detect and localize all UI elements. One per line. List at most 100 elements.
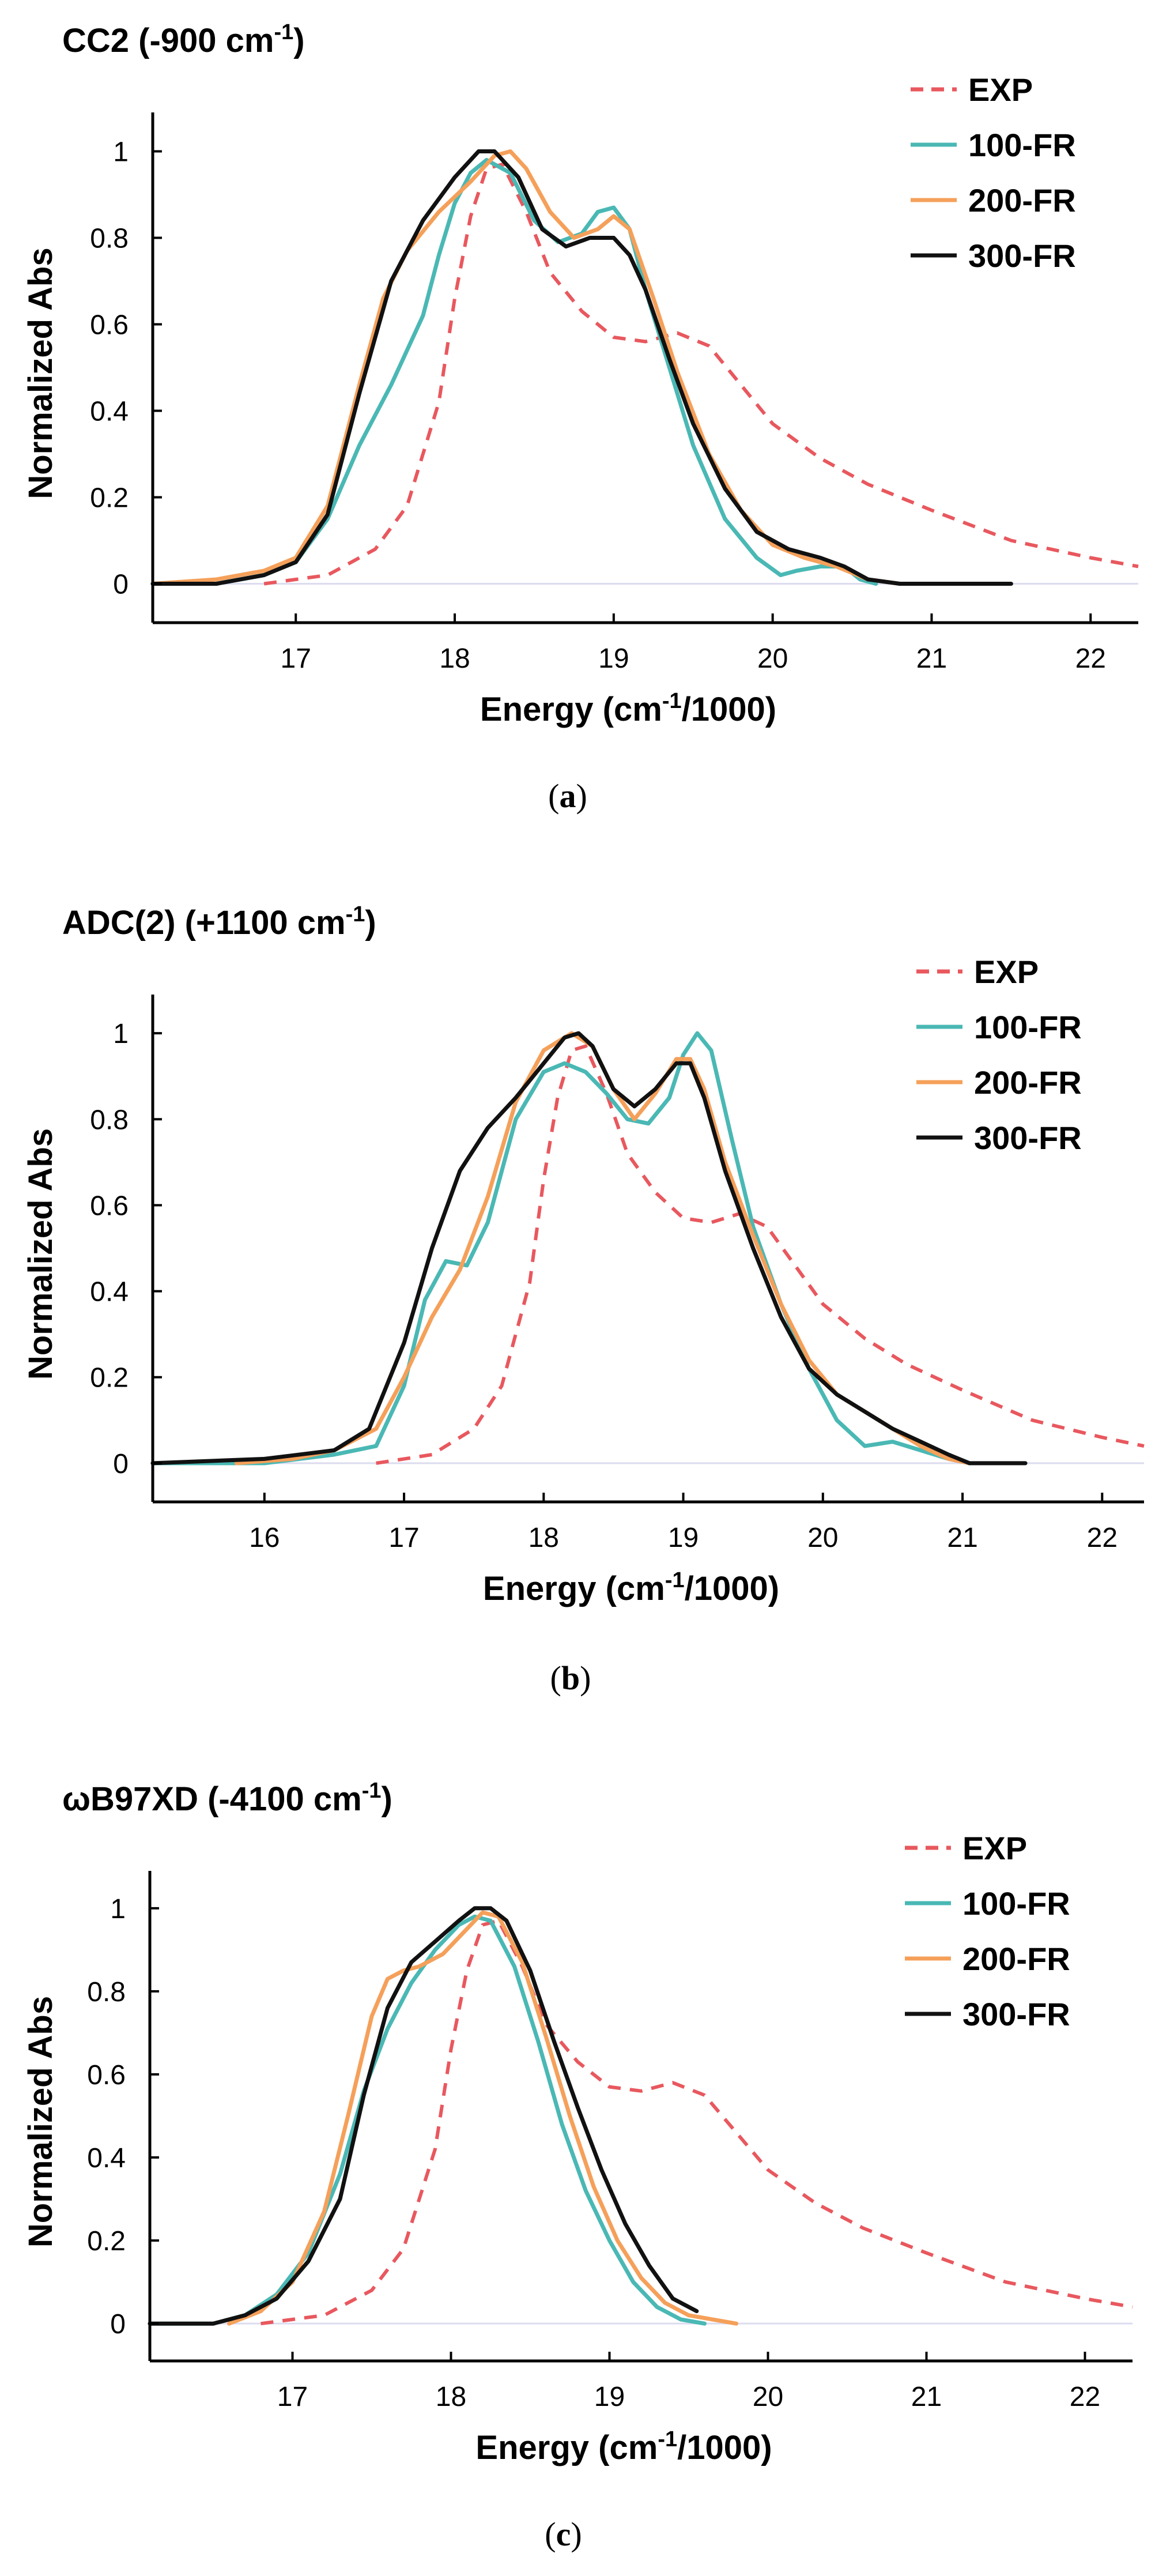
x-axis-label-sup: -1	[662, 689, 682, 713]
series-line-300-fr	[150, 1031, 1028, 1466]
legend: EXP 100-FR 200-FR 300-FR	[905, 1830, 1070, 2032]
series-line-200-fr	[227, 1910, 738, 2326]
caption-open: (	[545, 2515, 556, 2553]
chart-title-main: ADC(2) (+1100 cm	[62, 904, 346, 941]
x-tick-label: 19	[594, 2382, 625, 2412]
chart-title: CC2 (-900 cm-1)	[62, 20, 305, 59]
series-line-300-fr	[150, 149, 1013, 586]
x-tick-label: 21	[916, 643, 947, 674]
y-tick-label: 1	[113, 1019, 129, 1049]
chart-title-tail: )	[365, 904, 376, 941]
y-tick-label: 0.2	[87, 2226, 126, 2257]
y-tick-label: 0.4	[90, 1277, 129, 1308]
caption-close: )	[576, 777, 587, 815]
chart-title-sup: -1	[274, 20, 293, 44]
caption-letter: c	[556, 2515, 571, 2553]
y-tick-label: 1	[113, 137, 129, 168]
y-tick-label: 0	[113, 570, 129, 600]
legend-label: 100-FR	[974, 1009, 1082, 1045]
chart-panel-1: CC2 (-900 cm-1)17 18 19 20 21 2200.20.40.60.8…	[22, 20, 1139, 815]
y-tick-label: 0.4	[90, 397, 129, 427]
y-axis-label: Normalized Abs	[22, 247, 59, 499]
x-axis-label-main: Energy (cm	[480, 691, 662, 728]
legend-label: 100-FR	[968, 127, 1076, 163]
chart-panel-2: ADC(2) (+1100 cm-1)16 17 18 19 20 21 2200.20.4…	[22, 902, 1145, 1697]
series-line-exp	[263, 163, 1139, 586]
x-tick-label: 20	[757, 643, 788, 674]
x-axis-label: Energy (cm-1/1000)	[483, 1568, 779, 1607]
chart-title: ADC(2) (+1100 cm-1)	[62, 902, 376, 941]
x-tick-label: 18	[436, 2382, 466, 2412]
legend-label: 300-FR	[968, 238, 1076, 274]
legend-label: EXP	[968, 71, 1033, 108]
x-axis-label-sup: -1	[665, 1568, 685, 1592]
legend-label: 200-FR	[962, 1941, 1070, 1977]
legend-label: 300-FR	[974, 1120, 1082, 1156]
x-axis-label-tail: /1000)	[677, 2429, 772, 2466]
series-line-300-fr	[148, 1906, 699, 2326]
legend: EXP 100-FR 200-FR 300-FR	[916, 954, 1082, 1156]
x-tick-label: 17	[281, 643, 311, 674]
legend-label: 100-FR	[962, 1885, 1070, 1922]
x-tick-label: 21	[911, 2382, 942, 2412]
chart-title-sup: -1	[362, 1779, 382, 1803]
x-tick-label: 21	[947, 1523, 977, 1553]
caption-letter: a	[560, 777, 576, 815]
legend-label: 200-FR	[968, 182, 1076, 219]
y-tick-label: 0	[110, 2309, 126, 2340]
chart-panel-3: ωB97XD (-4100 cm-1)17 18 19 20 21 2200.20.40.…	[22, 1779, 1133, 2553]
x-axis-label: Energy (cm-1/1000)	[475, 2427, 772, 2466]
panel-caption: (c)	[545, 2515, 582, 2553]
panel-caption: (a)	[548, 777, 587, 815]
y-tick-label: 0	[113, 1449, 129, 1479]
y-tick-label: 0.6	[87, 2060, 126, 2091]
legend-label: EXP	[974, 954, 1039, 990]
y-tick-label: 0.6	[90, 310, 129, 341]
series-line-exp	[376, 1044, 1145, 1465]
x-tick-label: 17	[277, 2382, 308, 2412]
y-tick-label: 0.2	[90, 483, 129, 514]
panel-caption: (b)	[550, 1659, 591, 1697]
chart-title-main: ωB97XD (-4100 cm	[62, 1780, 362, 1818]
series-line-100-fr	[148, 1914, 707, 2326]
x-axis-label-main: Energy (cm	[483, 1570, 665, 1607]
y-tick-label: 0.8	[87, 1977, 126, 2008]
x-tick-label: 16	[249, 1523, 280, 1553]
x-axis-label: Energy (cm-1/1000)	[480, 689, 776, 728]
x-tick-label: 20	[753, 2382, 783, 2412]
chart-title-tail: )	[293, 22, 304, 59]
x-tick-label: 17	[388, 1523, 419, 1553]
x-axis-label-tail: /1000)	[685, 1570, 779, 1607]
x-tick-label: 18	[529, 1523, 559, 1553]
y-tick-label: 0.4	[87, 2143, 126, 2174]
x-axis-label-main: Energy (cm	[475, 2429, 658, 2466]
chart-title-tail: )	[381, 1780, 392, 1818]
x-tick-label: 19	[598, 643, 629, 674]
x-axis-label-tail: /1000)	[682, 691, 776, 728]
x-tick-label: 22	[1087, 1523, 1118, 1553]
series-line-100-fr	[150, 1031, 972, 1466]
chart-title-sup: -1	[346, 902, 365, 927]
caption-open: (	[550, 1659, 561, 1697]
y-tick-label: 0.8	[90, 224, 129, 254]
x-tick-label: 18	[439, 643, 470, 674]
chart-title-main: CC2 (-900 cm	[62, 22, 274, 59]
caption-close: )	[571, 2515, 582, 2553]
series-line-200-fr	[234, 1031, 972, 1466]
x-tick-label: 19	[668, 1523, 699, 1553]
y-tick-label: 1	[110, 1894, 126, 1925]
x-tick-label: 20	[807, 1523, 838, 1553]
caption-letter: b	[561, 1659, 580, 1697]
chart-title: ωB97XD (-4100 cm-1)	[62, 1779, 392, 1818]
y-axis-label: Normalized Abs	[22, 1128, 59, 1380]
y-tick-label: 0.2	[90, 1363, 129, 1394]
series-line-100-fr	[150, 158, 878, 586]
series-line-200-fr	[150, 149, 934, 586]
legend-label: EXP	[962, 1830, 1027, 1866]
y-axis-label: Normalized Abs	[22, 1996, 59, 2247]
y-tick-label: 0.8	[90, 1105, 129, 1135]
caption-close: )	[580, 1659, 591, 1697]
series-line-exp	[261, 1919, 1133, 2326]
caption-open: (	[548, 777, 559, 815]
